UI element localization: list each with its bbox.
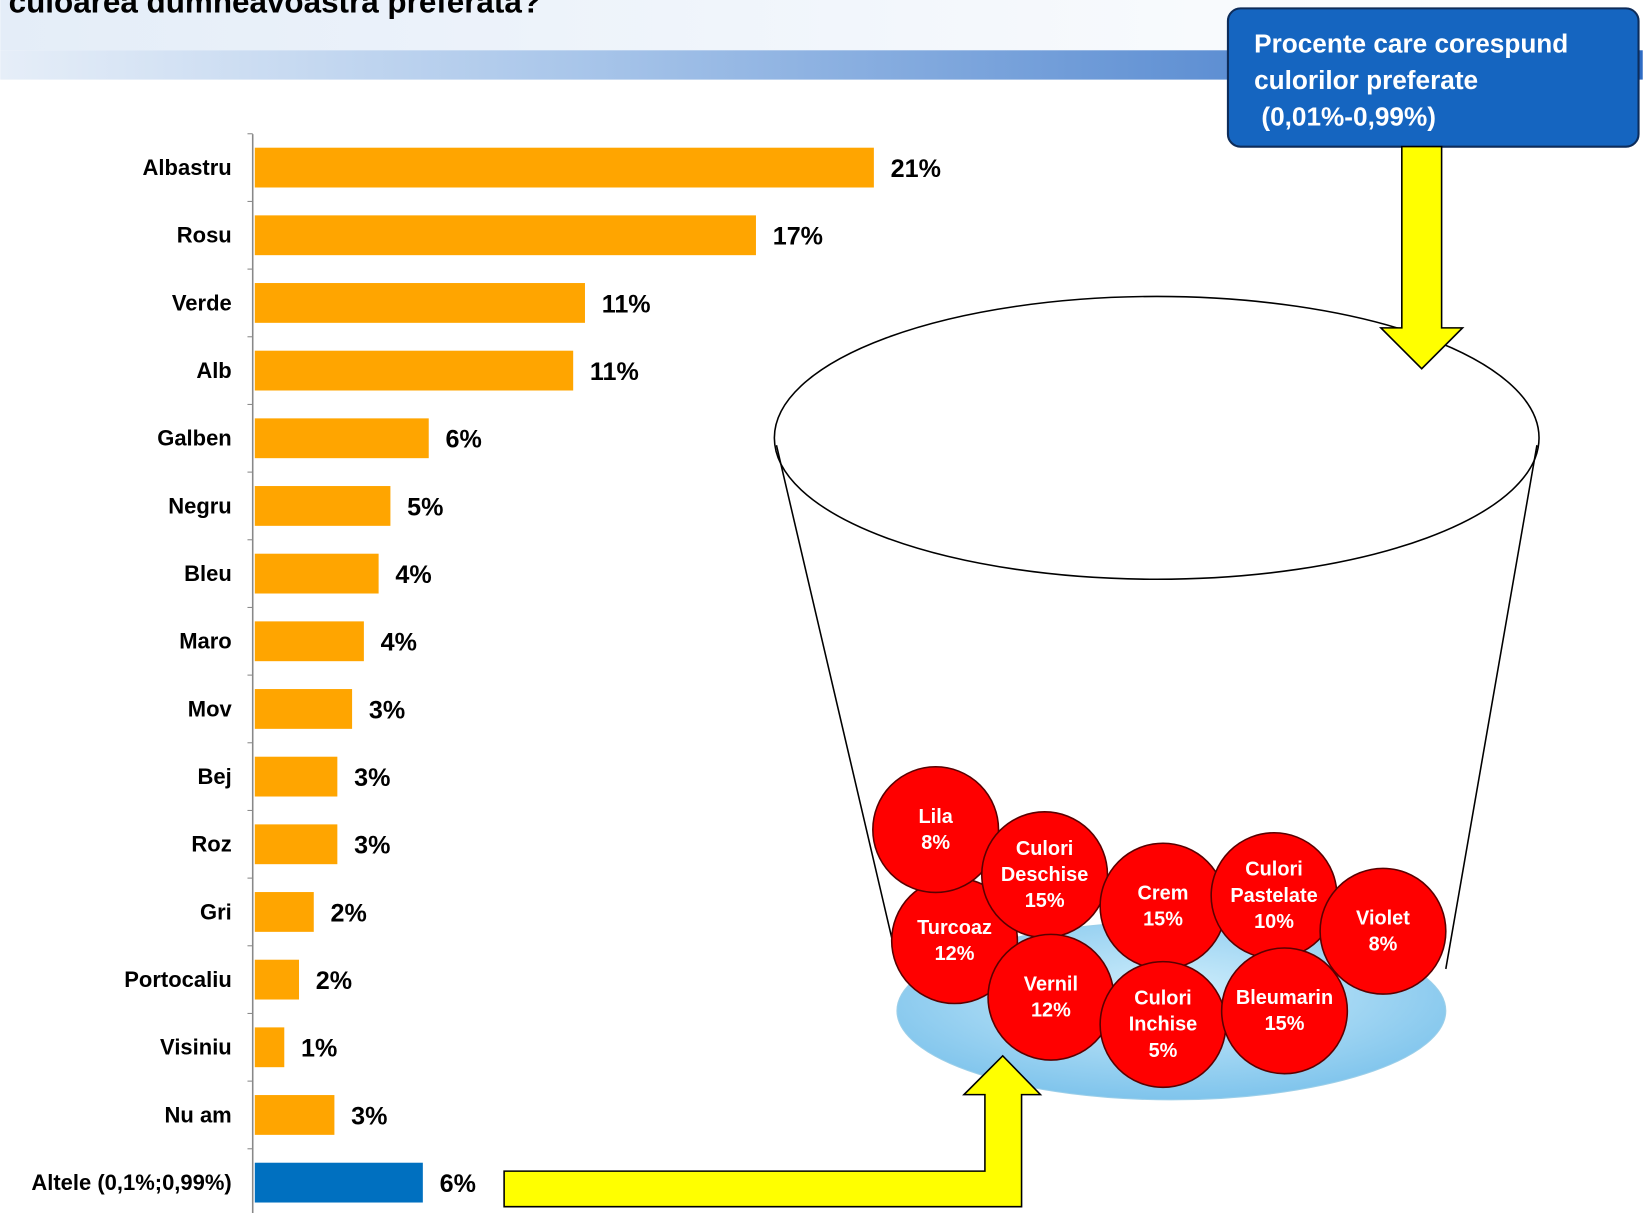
bar (254, 486, 391, 526)
bubble-label: Vernil (1024, 973, 1078, 995)
bubble-percent: 15% (1143, 908, 1183, 930)
bubble-label: Turcoaz (917, 917, 992, 939)
bubble-percent: 12% (1031, 1000, 1071, 1022)
value-label: 3% (354, 832, 390, 860)
arrow-elbow (503, 1054, 1043, 1208)
bar (254, 689, 353, 729)
category-label: Bej (198, 764, 232, 789)
value-label: 3% (369, 696, 405, 724)
bubble (987, 933, 1115, 1061)
bubble-label: Deschise (1001, 864, 1088, 886)
bubble-percent: 5% (1149, 1040, 1178, 1062)
bar (254, 215, 756, 256)
category-label: Mov (188, 696, 233, 721)
bar (254, 756, 338, 797)
bubble (872, 765, 1000, 894)
bubble-label: Inchise (1129, 1014, 1198, 1036)
bubble-label: Lila (919, 806, 954, 828)
bubble (1220, 947, 1349, 1075)
value-label: 4% (381, 629, 417, 657)
category-label: Maro (179, 629, 232, 654)
value-label: 5% (407, 493, 443, 521)
bubble-percent: 12% (935, 943, 975, 965)
bucket-rim (773, 295, 1540, 581)
bubble-percent: 15% (1025, 890, 1065, 912)
bubble-percent: 10% (1254, 911, 1294, 933)
bubbles: Turcoaz 12% Lila 8% Culori Deschise 15% Crem 15%… (872, 765, 1447, 1089)
bubble-percent: 8% (921, 832, 950, 854)
bar-chart: Albastru 21% Rosu 17% Verde 11% Alb 11% Galben 6%… (31, 133, 941, 1203)
category-label: Rosu (177, 223, 232, 248)
category-label: Visiniu (160, 1035, 232, 1060)
value-label: 3% (351, 1102, 387, 1130)
bar (254, 553, 379, 594)
bubble-percent: 15% (1265, 1013, 1305, 1035)
bubble-label: Culori (1134, 988, 1191, 1010)
bucket-side (1445, 445, 1538, 970)
bar (254, 283, 585, 323)
value-label: 2% (331, 899, 367, 927)
value-label: 4% (395, 561, 431, 589)
value-label: 17% (773, 223, 823, 251)
bubble-label: Culori (1245, 859, 1302, 881)
bubble-label: Bleumarin (1236, 987, 1333, 1009)
callout-text: Procente care corespund culorilor prefera… (1254, 28, 1568, 131)
value-label: 1% (301, 1035, 337, 1063)
category-label: Gri (200, 899, 232, 924)
arrow-down (1378, 145, 1465, 370)
bar (254, 147, 874, 188)
callout-line: culorilor preferate (1254, 65, 1478, 95)
bubble-label: Culori (1016, 838, 1073, 860)
bar (254, 1027, 285, 1068)
category-label: Galben (157, 426, 232, 451)
callout-line: Procente care corespund (1254, 28, 1568, 58)
bubble-label: Pastelate (1230, 885, 1317, 907)
value-label: 2% (316, 967, 352, 995)
slide-title: culoarea dumneavoastra preferata? (9, 0, 541, 20)
bar (254, 621, 364, 662)
bar (254, 892, 314, 932)
bar (254, 1095, 335, 1135)
callout-line: (0,01%-0,99%) (1254, 102, 1436, 132)
bar (254, 959, 300, 1000)
bubble-label: Crem (1138, 882, 1189, 904)
bubble-label: Violet (1356, 907, 1410, 929)
category-label: Altele (0,1%;0,99%) (31, 1170, 231, 1195)
bar (254, 350, 574, 391)
bar (254, 1162, 423, 1203)
value-label: 6% (445, 426, 481, 454)
bucket-side (775, 445, 900, 970)
bubble (1099, 842, 1227, 970)
category-label: Albastru (143, 155, 232, 180)
value-label: 21% (891, 155, 941, 183)
category-label: Roz (191, 832, 231, 857)
bubble (1319, 867, 1447, 995)
category-label: Nu am (165, 1102, 232, 1127)
category-label: Verde (172, 290, 232, 315)
category-label: Alb (196, 358, 231, 383)
value-label: 6% (440, 1170, 476, 1198)
value-label: 11% (602, 290, 651, 318)
bar (254, 418, 429, 459)
value-label: 11% (590, 358, 639, 386)
bubble-percent: 8% (1369, 934, 1398, 956)
value-label: 3% (354, 764, 390, 792)
bar (254, 824, 338, 865)
category-label: Negru (168, 493, 232, 518)
category-label: Portocaliu (124, 967, 232, 992)
category-label: Bleu (184, 561, 232, 586)
